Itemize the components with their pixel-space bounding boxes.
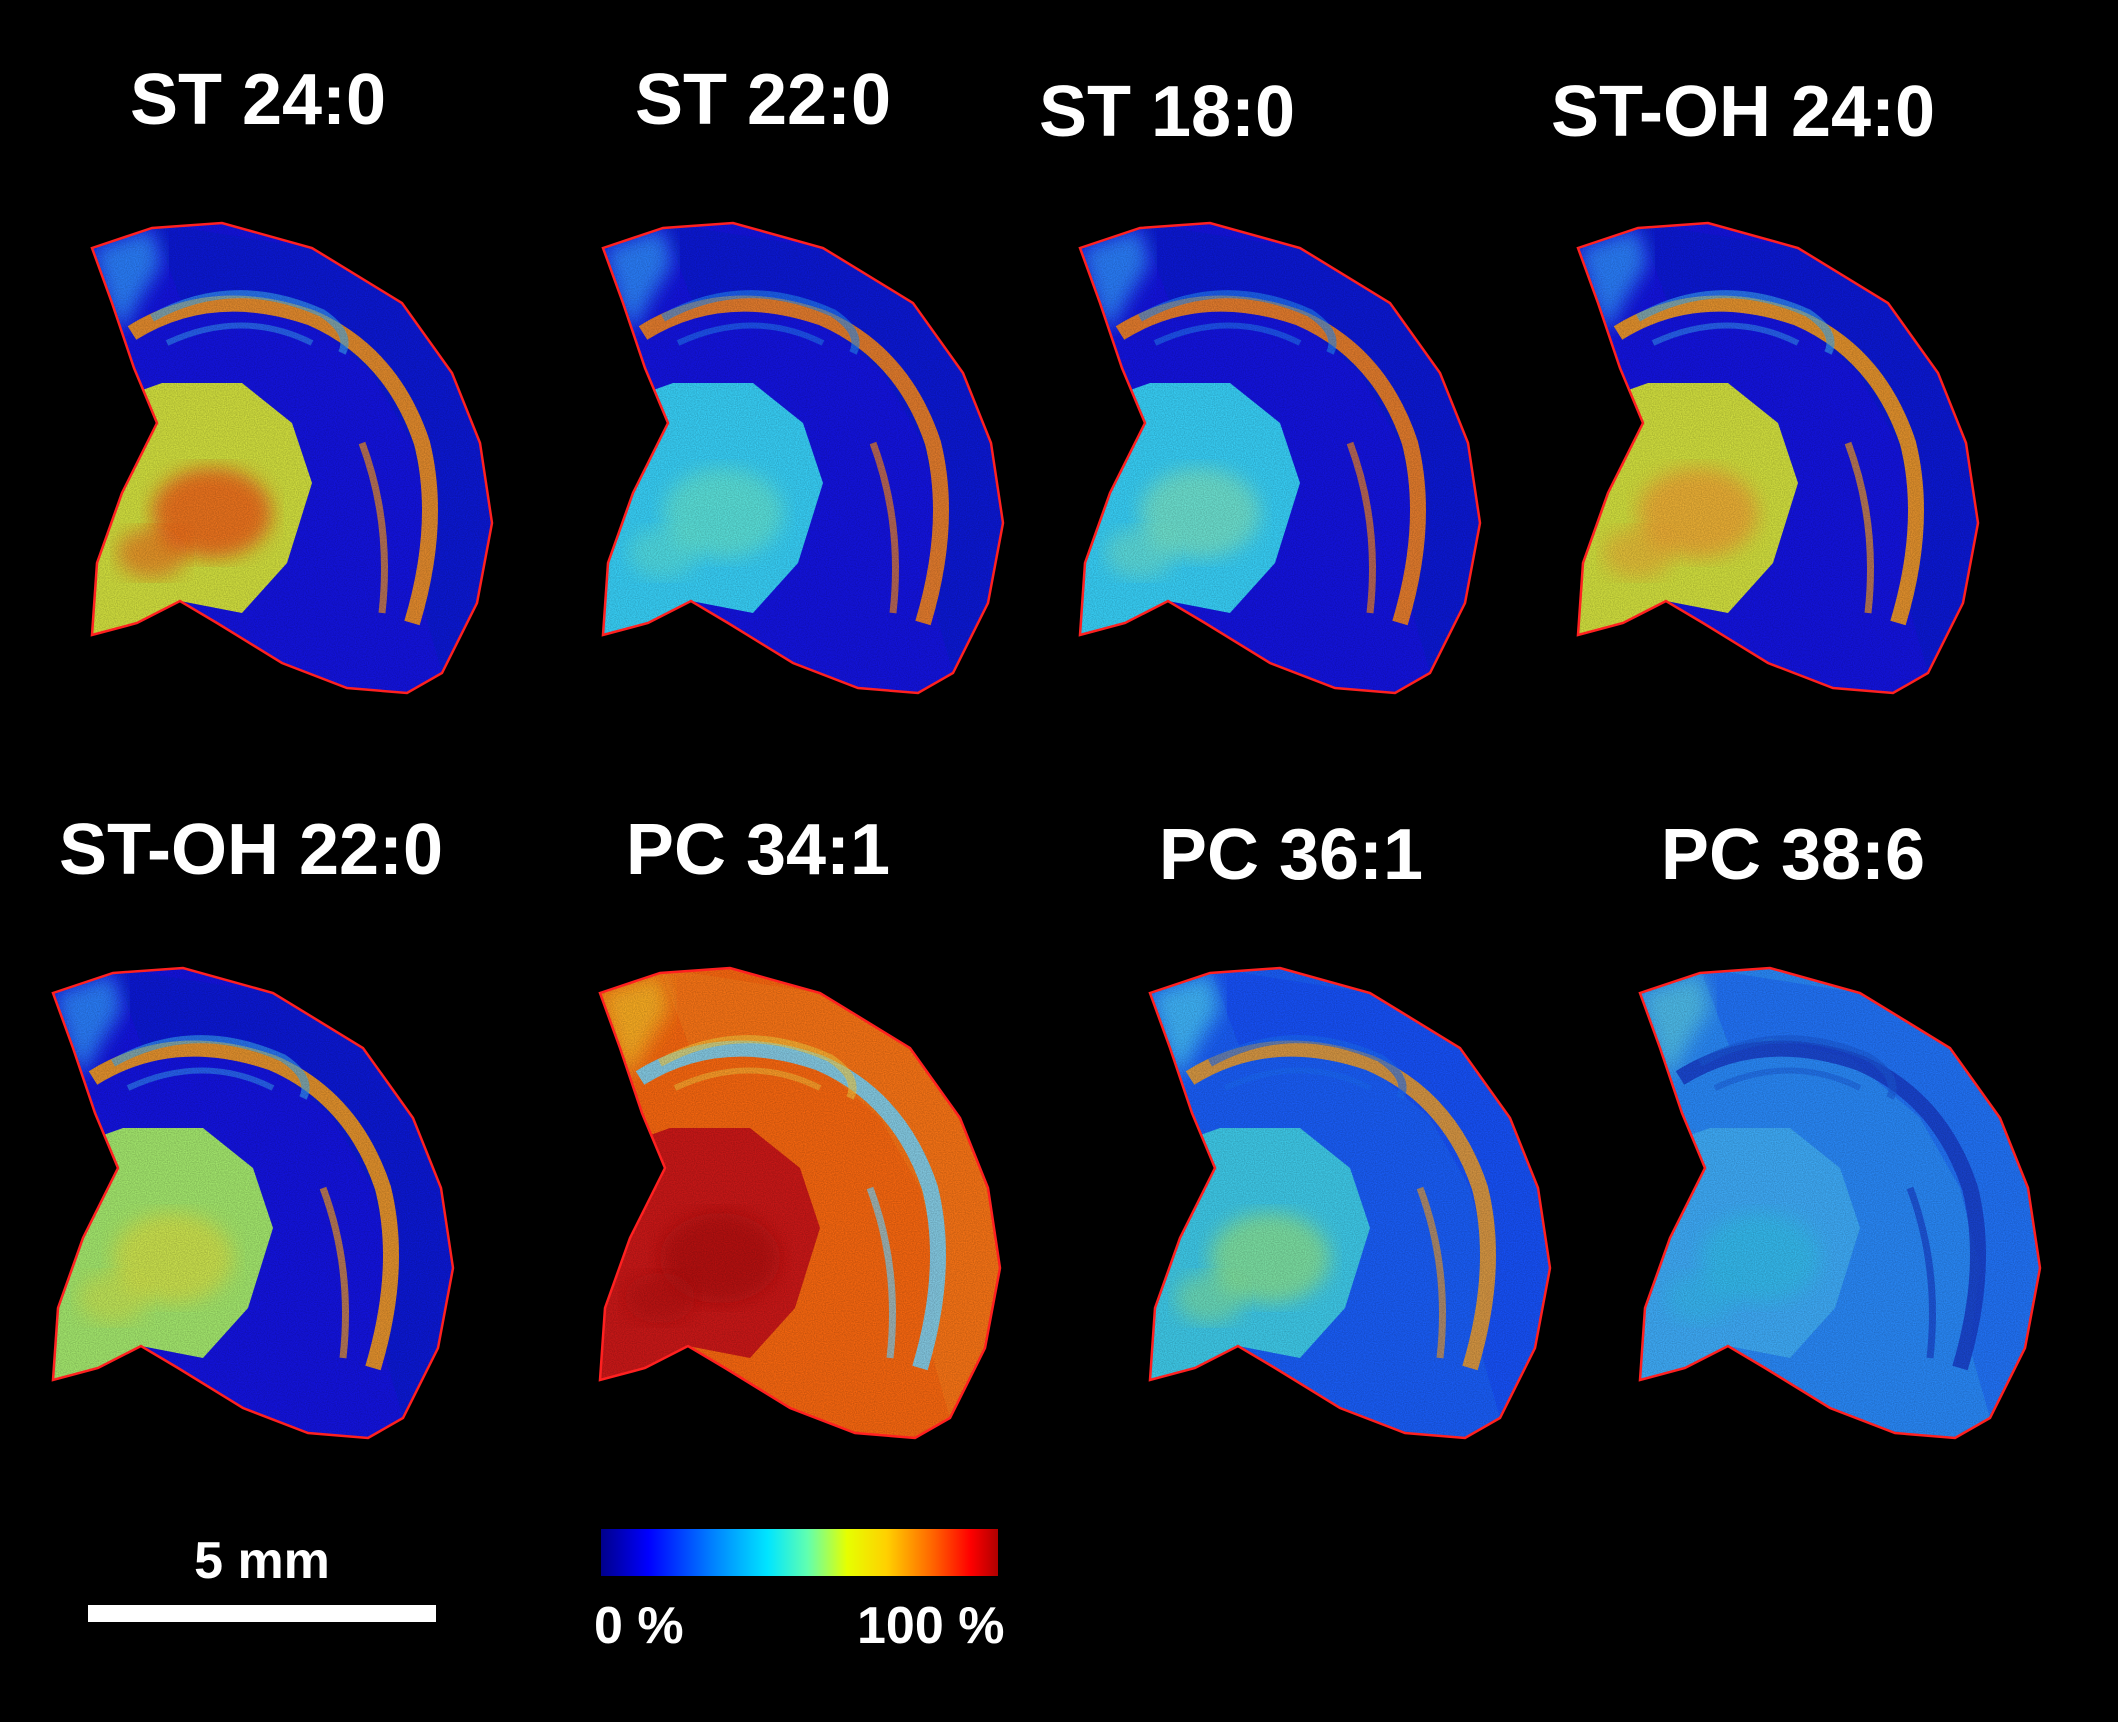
- section-outline: [601, 221, 1005, 695]
- scale-bar: [88, 1605, 436, 1622]
- brain-section-stoh24: [1576, 221, 1980, 695]
- scale-bar-label: 5 mm: [194, 1532, 330, 1590]
- section-outline: [1078, 221, 1482, 695]
- colorbar: [601, 1529, 998, 1576]
- section-outline: [51, 966, 455, 1440]
- section-outline: [1638, 966, 2042, 1440]
- panel-title: PC 36:1: [1158, 815, 1424, 895]
- brain-section-st18: [1078, 221, 1482, 695]
- colorbar-min-label: 0 %: [594, 1597, 684, 1655]
- panel-title: ST 24:0: [129, 60, 387, 140]
- brain-section-pc386: [1638, 966, 2042, 1440]
- brain-section-st22: [601, 221, 1005, 695]
- section-outline: [90, 221, 494, 695]
- brain-section-st24: [90, 221, 494, 695]
- colorbar-max-label: 100 %: [857, 1597, 1005, 1655]
- section-outline: [1148, 966, 1552, 1440]
- panel-title: PC 38:6: [1660, 815, 1926, 895]
- section-outline: [598, 966, 1002, 1440]
- brain-section-stoh22: [51, 966, 455, 1440]
- panel-title: ST 18:0: [1038, 72, 1296, 152]
- panel-title: ST 22:0: [634, 60, 892, 140]
- panel-title: ST-OH 22:0: [58, 810, 444, 890]
- brain-section-pc341: [598, 966, 1002, 1440]
- panel-title: PC 34:1: [625, 810, 891, 890]
- section-outline: [1576, 221, 1980, 695]
- brain-section-pc361: [1148, 966, 1552, 1440]
- panel-title: ST-OH 24:0: [1550, 72, 1936, 152]
